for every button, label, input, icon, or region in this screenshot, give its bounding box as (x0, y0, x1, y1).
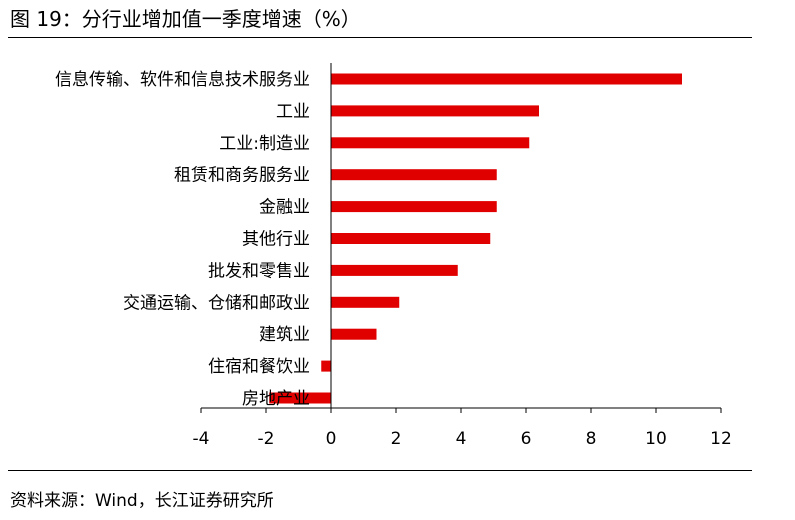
bar (269, 392, 331, 404)
category-label: 住宿和餐饮业 (208, 357, 310, 377)
category-label: 工业:制造业 (219, 134, 310, 154)
category-label: 其他行业 (242, 230, 310, 250)
category-label: 批发和零售业 (208, 261, 310, 281)
category-label: 房地产业 (242, 389, 310, 409)
source-note: 资料来源：Wind，长江证券研究所 (10, 491, 274, 511)
x-tick-label: -2 (258, 429, 275, 449)
category-label: 工业 (276, 102, 310, 122)
bar (331, 233, 491, 244)
category-label: 交通运输、仓储和邮政业 (123, 293, 310, 313)
bar (331, 105, 539, 117)
figure-title: 图 19：分行业增加值一季度增速（%） (10, 7, 361, 31)
x-tick-label: 10 (645, 429, 667, 449)
bar (331, 137, 530, 149)
x-tick-label: 0 (326, 429, 337, 449)
x-tick-label: 6 (521, 429, 532, 449)
category-label: 建筑业 (259, 325, 310, 345)
bar (331, 73, 682, 85)
bar (331, 201, 497, 213)
bar (331, 328, 377, 340)
top-rule (8, 37, 752, 38)
x-tick-label: 8 (586, 429, 597, 449)
x-tick-label: 4 (456, 429, 467, 449)
bottom-rule (8, 470, 752, 471)
bar (331, 296, 400, 308)
category-label: 信息传输、软件和信息技术服务业 (55, 70, 310, 90)
bar (321, 360, 331, 372)
bar-chart: -4 -2 0 2 4 6 8 10 12 信息传输、软件和信息技术服务业工业工业:制造业租赁和商… (55, 63, 732, 449)
category-label: 租赁和商务服务业 (174, 166, 310, 186)
x-tick-label: 12 (710, 429, 732, 449)
bar (331, 169, 497, 181)
category-label: 金融业 (259, 198, 310, 218)
bar (331, 264, 458, 276)
x-tick-label: -4 (193, 429, 210, 449)
x-tick-label: 2 (391, 429, 402, 449)
